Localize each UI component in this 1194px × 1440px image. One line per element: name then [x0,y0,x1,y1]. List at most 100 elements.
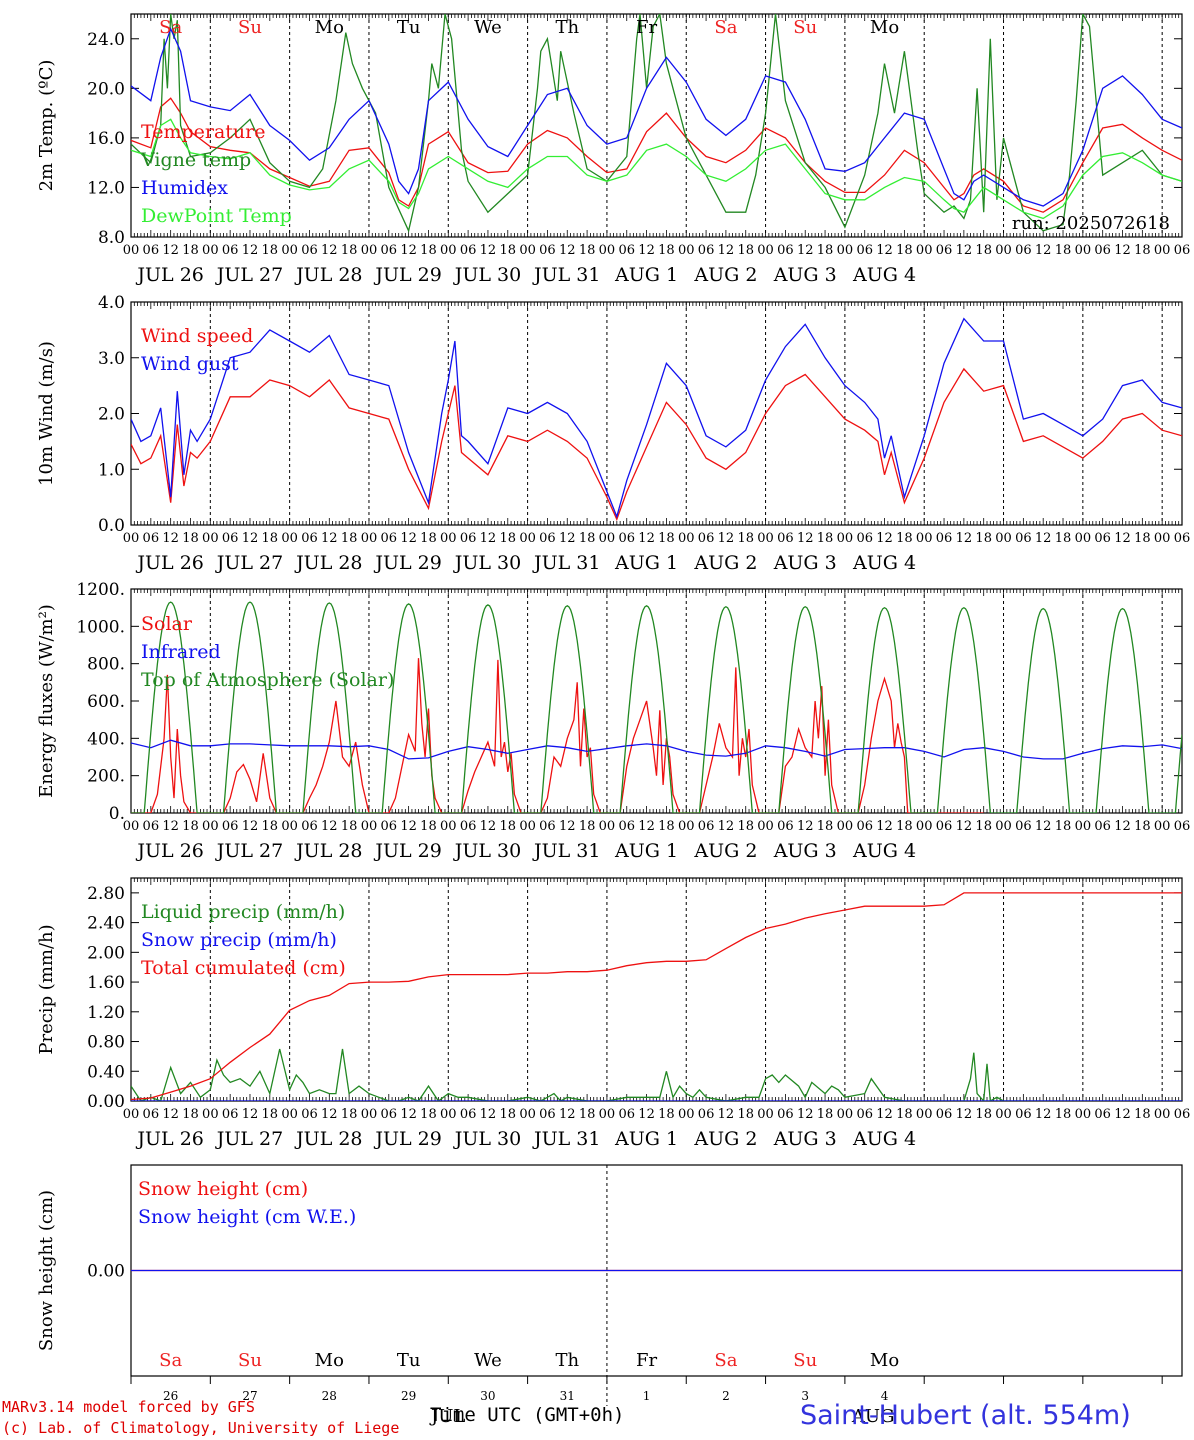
month-label: JUL [429,1406,465,1427]
hour-tick-label: 06 [698,819,715,834]
time-axis-label: Time UTC (GMT+0h) [430,1404,625,1426]
hour-tick-label: 18 [262,819,279,834]
hour-tick-label: 18 [975,531,992,546]
day-label: JUL 29 [373,840,441,862]
series-line-temperature [131,97,1182,213]
hour-tick-label: 00 [361,819,378,834]
hour-tick-label: 12 [480,531,497,546]
panel-frame [130,13,1183,238]
hour-tick-label: 12 [1114,531,1131,546]
y-tick-label: 1200. [76,580,125,600]
day-label: AUG 3 [773,840,837,862]
hour-tick-label: 06 [381,1107,398,1122]
series-line-wind-speed [131,367,1182,522]
legend-entry: Vigne temp [140,149,251,171]
hour-tick-label: 18 [817,819,834,834]
hour-tick-label: 00 [1075,1107,1092,1122]
snow-day-number: 29 [401,1389,416,1403]
hour-tick-label: 12 [480,819,497,834]
hour-tick-label: 06 [539,819,556,834]
hour-tick-label: 06 [381,531,398,546]
hour-tick-label: 00 [440,819,457,834]
hour-tick-label: 12 [559,1107,576,1122]
hour-tick-label: 18 [182,1107,199,1122]
hour-tick-label: 18 [1055,1107,1072,1122]
hour-tick-label: 00 [757,243,774,258]
model-credit: MARv3.14 model forced by GFS [2,1398,255,1416]
hour-tick-label: 12 [718,243,735,258]
hour-tick-label: 06 [539,531,556,546]
hour-tick-label: 00 [678,819,695,834]
snow-day-number: 2 [722,1389,730,1403]
day-label: JUL 30 [453,264,521,286]
series-line-liquid-precip-mm-h- [131,1048,1182,1101]
snow-day-number: 3 [801,1389,809,1403]
hour-tick-label: 12 [162,819,179,834]
hour-tick-label: 12 [400,243,417,258]
hour-tick-label: 06 [698,531,715,546]
legend-entry: Total cumulated (cm) [141,957,346,979]
hour-tick-label: 18 [737,531,754,546]
legend-entry: Infrared [141,641,221,663]
hour-tick-label: 00 [757,819,774,834]
day-label: JUL 31 [532,840,600,862]
hour-tick-label: 18 [500,1107,517,1122]
hour-tick-label: 18 [1134,1107,1151,1122]
hour-tick-label: 12 [1114,819,1131,834]
series-line-total-cumulated-cm- [131,892,1182,1101]
y-tick-label: 0.40 [87,1062,125,1082]
hour-tick-label: 00 [123,1107,140,1122]
hour-tick-label: 06 [856,531,873,546]
hour-tick-label: 06 [1015,819,1032,834]
y-axis-label: Snow height (cm) [36,1190,57,1351]
y-tick-label: 24.0 [87,30,125,50]
day-label: AUG 4 [852,1128,916,1150]
hour-tick-label: 18 [896,819,913,834]
hour-tick-label: 18 [341,531,358,546]
hour-tick-label: 00 [123,243,140,258]
legend-entry: Top of Atmosphere (Solar) [141,669,394,691]
hour-tick-label: 18 [182,531,199,546]
hour-tick-label: 12 [797,243,814,258]
hour-tick-label: 00 [440,243,457,258]
hour-tick-label: 06 [1094,819,1111,834]
day-label: AUG 1 [614,840,678,862]
hour-tick-label: 00 [202,819,219,834]
hour-tick-label: 00 [440,1107,457,1122]
hour-tick-label: 06 [460,531,477,546]
hour-tick-label: 18 [817,1107,834,1122]
day-label: JUL 26 [135,264,203,286]
hour-tick-label: 18 [1134,243,1151,258]
hour-tick-label: 18 [262,531,279,546]
hour-tick-label: 18 [420,1107,437,1122]
hour-tick-label: 18 [658,531,675,546]
snow-day-number: 31 [560,1389,575,1403]
hour-tick-label: 06 [301,1107,318,1122]
hour-tick-label: 06 [936,1107,953,1122]
hour-tick-label: 00 [123,819,140,834]
hour-tick-label: 00 [916,819,933,834]
day-label: AUG 2 [693,1128,757,1150]
hour-tick-label: 00 [837,243,854,258]
snow-weekday-label: Sa [159,1350,182,1371]
snow-weekday-label: Th [555,1350,579,1371]
day-label: JUL 27 [215,264,283,286]
hour-tick-label: 00 [1075,531,1092,546]
hour-tick-label: 18 [341,1107,358,1122]
hour-tick-label: 18 [896,243,913,258]
hour-tick-label: 00 [361,243,378,258]
hour-tick-label: 18 [737,243,754,258]
day-label: JUL 28 [294,840,362,862]
hour-tick-label: 06 [460,243,477,258]
y-tick-label: 800. [87,655,125,675]
hour-tick-label: 06 [539,243,556,258]
snow-weekday-label: Mo [870,1350,899,1371]
hour-tick-label: 00 [1154,531,1171,546]
hour-tick-label: 18 [579,531,596,546]
snow-day-number: 4 [881,1389,889,1403]
hour-tick-label: 18 [500,243,517,258]
hour-tick-label: 18 [341,243,358,258]
hour-tick-label: 00 [519,819,536,834]
hour-tick-label: 06 [698,243,715,258]
y-tick-label: 16.0 [87,129,125,149]
